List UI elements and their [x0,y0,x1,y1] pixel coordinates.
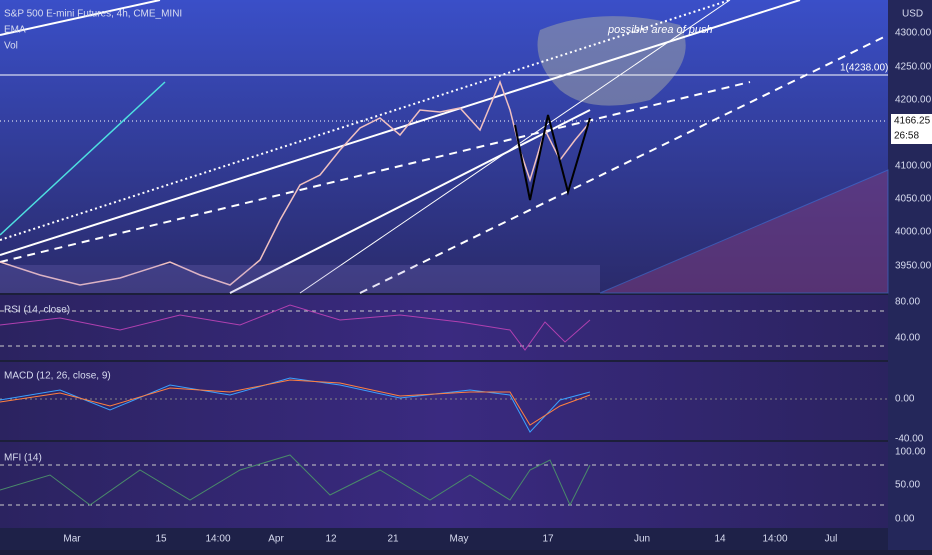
indicator-label: EMA [4,25,26,36]
panel-scale: 40.00 [895,333,920,344]
time-label: 21 [387,534,399,545]
currency: USD [902,9,923,20]
price-label: 4250.00 [895,62,932,73]
trend-line [0,0,731,241]
trend-line [299,0,731,294]
last-price: 4166.25 [894,116,931,127]
price-series [0,79,591,286]
mfi-pane [0,442,888,528]
price-label: 4100.00 [895,161,932,172]
trend-line [0,0,161,36]
price-label: 4000.00 [895,227,932,238]
w-pattern [514,114,591,201]
rsi-pane [0,295,888,360]
rsi-line [0,304,591,351]
panel-scale: -40.00 [895,434,924,445]
mfi-line [0,454,591,507]
panel-scale: 100.00 [895,447,926,458]
time-label: 14:00 [205,534,230,545]
macd-pane [0,362,888,440]
time-scale [0,528,888,550]
macd-line [0,377,591,433]
time-label: Jun [634,534,650,545]
time-label: 14 [714,534,726,545]
time-label: Mar [63,534,81,545]
time-label: 14:00 [762,534,787,545]
last-price-box [891,114,932,144]
countdown: 26:58 [894,131,919,142]
panel-scale: 0.00 [895,394,915,405]
panel-title: MFI (14) [4,453,42,464]
time-label: 17 [542,534,554,545]
trend-line [0,81,751,263]
time-label: 15 [155,534,167,545]
channel-fill [599,169,889,294]
price-label: 4050.00 [895,194,932,205]
time-label: Jul [825,534,838,545]
price-scale [888,0,932,550]
price-label: 4200.00 [895,95,932,106]
volume-bars [0,265,600,293]
panel-title: RSI (14, close) [4,305,70,316]
panel-scale: 80.00 [895,297,920,308]
panel-title: MACD (12, 26, close, 9) [4,371,111,382]
trend-line [229,109,591,294]
time-label: Apr [268,534,284,545]
trend-line [0,0,801,256]
panel-scale: 0.00 [895,514,915,525]
price-label: 4300.00 [895,28,932,39]
time-labels: Mar 15 14:00 Apr 12 21 May 17 Jun 14 14:00 Jul [63,534,837,545]
trend-line [0,81,166,236]
signal-line [0,379,591,426]
level-annotation: 1(4238.00) [840,63,888,74]
indicator-label: Vol [4,41,18,52]
price-label: 3950.00 [895,261,932,272]
time-label: May [450,534,469,545]
panel-scale: 50.00 [895,480,920,491]
note-annotation: possible area of push [607,24,713,36]
time-label: 12 [325,534,337,545]
symbol-title: S&P 500 E-mini Futures, 4h, CME_MINI [4,9,182,20]
